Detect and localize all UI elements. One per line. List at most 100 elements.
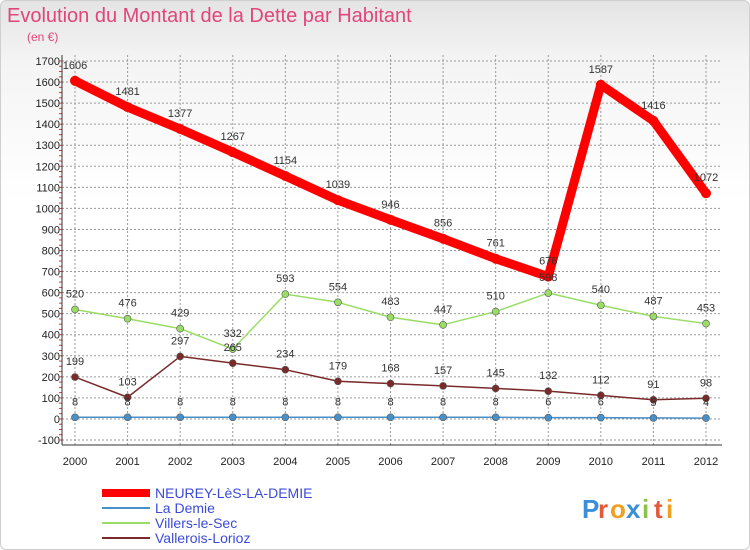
point-vallerois-lorioz — [176, 352, 184, 361]
point-villers-le-sec — [491, 307, 500, 316]
data-label-vallerois-lorioz: 112 — [592, 374, 610, 386]
point-vallerois-lorioz — [702, 394, 710, 403]
logo-letter: i — [642, 494, 649, 524]
point-neurey-l-s-la-demie — [70, 75, 80, 86]
data-label-la-demie: 8 — [387, 396, 393, 408]
point-villers-le-sec — [281, 290, 290, 298]
point-la-demie — [176, 413, 184, 422]
data-label-la-demie: 8 — [72, 396, 78, 408]
x-tick-label: 2002 — [168, 456, 192, 468]
data-label-neurey-l-s-la-demie: 1267 — [221, 131, 245, 143]
point-vallerois-lorioz — [71, 373, 79, 381]
y-tick-label: 1000 — [36, 203, 60, 215]
data-label-la-demie: 8 — [125, 396, 131, 408]
data-label-neurey-l-s-la-demie: 1377 — [168, 108, 192, 120]
point-la-demie — [544, 413, 553, 422]
point-vallerois-lorioz — [439, 382, 447, 390]
data-label-villers-le-sec: 483 — [381, 296, 399, 308]
point-vallerois-lorioz — [123, 393, 132, 402]
point-neurey-l-s-la-demie — [122, 102, 133, 113]
point-vallerois-lorioz — [281, 365, 290, 374]
data-label-vallerois-lorioz: 157 — [434, 365, 452, 377]
point-la-demie — [702, 414, 710, 422]
point-neurey-l-s-la-demie — [385, 214, 396, 225]
point-neurey-l-s-la-demie — [648, 115, 659, 126]
logo-letter: t — [654, 494, 663, 524]
data-labels: 5204764293325935544834475105985404874531… — [63, 60, 718, 409]
point-villers-le-sec — [123, 314, 132, 323]
data-label-vallerois-lorioz: 199 — [66, 356, 84, 368]
point-villers-le-sec — [702, 319, 710, 328]
data-label-villers-le-sec: 487 — [644, 295, 662, 307]
data-label-vallerois-lorioz: 297 — [171, 335, 189, 347]
x-tick-label: 2008 — [483, 456, 507, 468]
point-vallerois-lorioz — [386, 379, 395, 388]
y-tick-label: 700 — [42, 267, 60, 279]
data-label-villers-le-sec: 520 — [66, 288, 84, 300]
x-tick-label: 2012 — [694, 456, 718, 468]
y-tick-label: 1200 — [36, 161, 60, 173]
logo-letter: x — [626, 494, 641, 524]
point-la-demie — [123, 413, 132, 422]
data-label-neurey-l-s-la-demie: 946 — [381, 199, 399, 211]
data-label-villers-le-sec: 429 — [171, 308, 189, 320]
y-tick-label: 500 — [42, 309, 60, 321]
y-tick-label: 800 — [42, 246, 60, 258]
data-label-vallerois-lorioz: 98 — [700, 377, 712, 389]
point-la-demie — [386, 413, 395, 422]
y-tick-label: 600 — [42, 288, 60, 300]
point-neurey-l-s-la-demie — [438, 233, 449, 244]
point-neurey-l-s-la-demie — [175, 124, 186, 135]
point-vallerois-lorioz — [649, 395, 658, 404]
point-la-demie — [228, 413, 237, 422]
point-la-demie — [597, 413, 605, 422]
legend-label-neurey-l-s-la-demie: NEUREY-LèS-LA-DEMIE — [155, 485, 312, 501]
x-tick-label: 2004 — [273, 456, 297, 468]
data-label-villers-le-sec: 540 — [592, 284, 610, 296]
data-label-la-demie: 8 — [335, 396, 341, 408]
point-neurey-l-s-la-demie — [227, 147, 238, 158]
data-label-vallerois-lorioz: 265 — [224, 342, 242, 354]
data-label-la-demie: 8 — [440, 396, 446, 408]
data-label-la-demie: 6 — [598, 397, 604, 409]
x-tick-label: 2000 — [63, 456, 87, 468]
data-label-villers-le-sec: 593 — [276, 273, 294, 285]
point-la-demie — [334, 413, 342, 422]
data-label-neurey-l-s-la-demie: 1039 — [326, 179, 350, 191]
legend-label-villers-le-sec: Villers-le-Sec — [155, 515, 237, 531]
y-tick-label: 1300 — [36, 140, 60, 152]
data-label-la-demie: 8 — [230, 396, 236, 408]
logo-letter: i — [666, 494, 673, 524]
logo-letter: o — [610, 494, 626, 524]
data-label-neurey-l-s-la-demie: 676 — [539, 256, 557, 268]
data-label-vallerois-lorioz: 234 — [276, 349, 294, 361]
logo-letter: P — [582, 494, 599, 524]
y-tick-label: 200 — [42, 372, 60, 384]
y-tick-label: 300 — [42, 351, 60, 363]
point-villers-le-sec — [649, 312, 658, 321]
data-label-villers-le-sec: 447 — [434, 304, 452, 316]
data-label-la-demie: 8 — [493, 396, 499, 408]
data-label-vallerois-lorioz: 179 — [329, 360, 347, 372]
logo-letter: r — [598, 494, 608, 524]
point-villers-le-sec — [597, 301, 605, 310]
point-vallerois-lorioz — [597, 391, 605, 400]
point-la-demie — [281, 413, 290, 422]
y-tick-label: 1100 — [36, 182, 60, 194]
point-neurey-l-s-la-demie — [543, 271, 554, 282]
data-label-vallerois-lorioz: 91 — [647, 379, 659, 391]
y-tick-label: 1400 — [36, 119, 60, 131]
point-villers-le-sec — [334, 298, 342, 307]
data-label-neurey-l-s-la-demie: 1154 — [274, 155, 298, 167]
data-label-villers-le-sec: 476 — [118, 298, 136, 310]
point-la-demie — [71, 413, 79, 422]
data-label-neurey-l-s-la-demie: 856 — [434, 218, 452, 230]
data-label-neurey-l-s-la-demie: 1481 — [115, 86, 139, 98]
y-tick-label: 1500 — [36, 98, 60, 110]
data-label-la-demie: 6 — [545, 397, 551, 409]
data-label-neurey-l-s-la-demie: 1072 — [694, 172, 718, 184]
point-villers-le-sec — [176, 324, 184, 333]
